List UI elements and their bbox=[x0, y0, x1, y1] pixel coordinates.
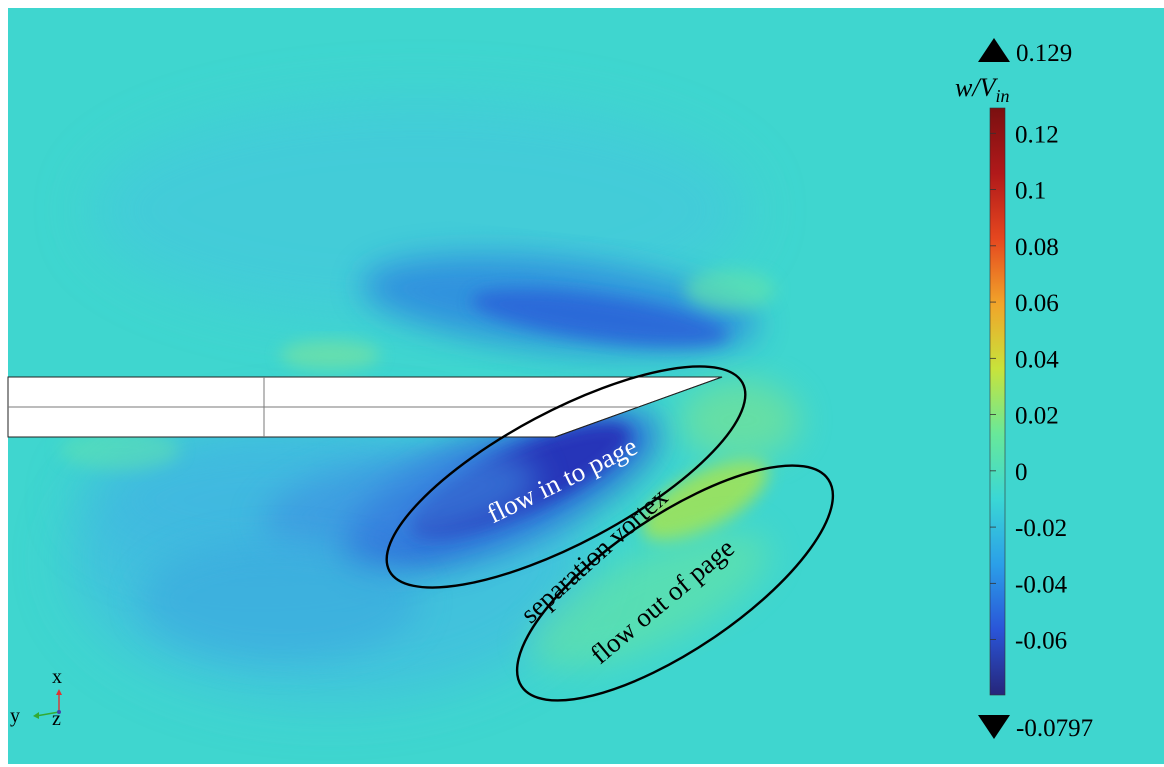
y-arrow-icon bbox=[33, 712, 39, 719]
velocity-field bbox=[8, 8, 1164, 764]
colorbar: 0.129 w/Vin 0.12 0.1 0.08 0.06 0.04 0.02 0 -0.0… bbox=[955, 38, 1093, 742]
min-triangle-icon bbox=[978, 715, 1010, 739]
axis-y-label: y bbox=[10, 705, 20, 727]
max-triangle-icon bbox=[978, 38, 1010, 62]
airfoil-plate bbox=[7, 376, 723, 438]
colorbar-max-label: 0.129 bbox=[1016, 40, 1072, 67]
colorbar-ticks: 0.12 0.1 0.08 0.06 0.04 0.02 0 -0.02 -0.04 -0.06 bbox=[990, 121, 1068, 655]
colorbar-tick-label: -0.04 bbox=[1015, 571, 1068, 598]
colorbar-tick-label: -0.06 bbox=[1015, 628, 1067, 655]
flow-out-region-outline bbox=[515, 464, 835, 702]
colorbar-tick-label: 0 bbox=[1015, 459, 1028, 486]
axis-z-label: z bbox=[52, 708, 61, 730]
colorbar-tick-label: 0.12 bbox=[1015, 121, 1059, 148]
colorbar-tick-label: 0.1 bbox=[1015, 178, 1046, 205]
flow-in-region-outline bbox=[385, 365, 747, 589]
colorbar-tick-label: 0.08 bbox=[1015, 234, 1059, 261]
x-arrow-icon bbox=[56, 689, 62, 695]
colorbar-bar bbox=[989, 107, 1006, 696]
colorbar-tick-label: 0.02 bbox=[1015, 403, 1059, 430]
colorbar-tick-label: 0.04 bbox=[1015, 346, 1059, 373]
axis-x-label: x bbox=[52, 666, 62, 688]
colorbar-min-label: -0.0797 bbox=[1016, 715, 1093, 742]
colorbar-title: w/Vin bbox=[955, 73, 1009, 106]
colorbar-tick-label: 0.06 bbox=[1015, 290, 1059, 317]
axes-triad: x y z bbox=[10, 666, 62, 730]
colorbar-tick-label: -0.02 bbox=[1015, 515, 1067, 542]
